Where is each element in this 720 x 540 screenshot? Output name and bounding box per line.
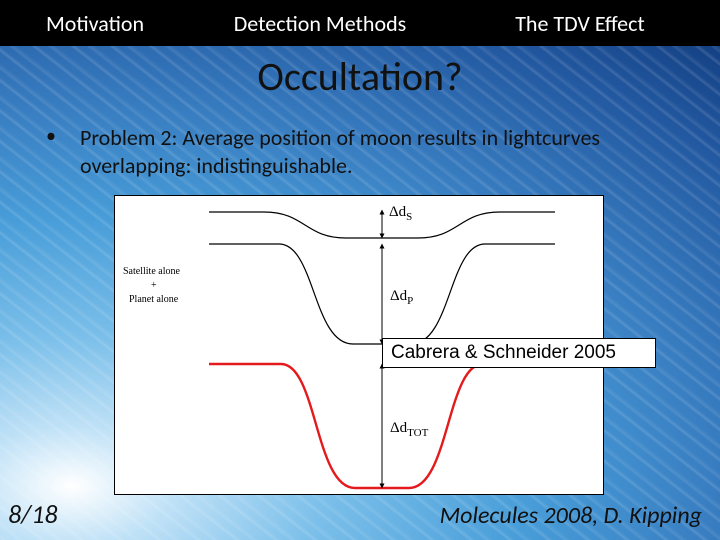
nav-tab-detection[interactable]: Detection Methods [190, 10, 450, 37]
slide-title: Occultation? [0, 52, 720, 101]
section-navbar: Motivation Detection Methods The TDV Eff… [0, 0, 720, 46]
figure-citation: Cabrera & Schneider 2005 [382, 338, 656, 368]
label-ddp: ΔdP [390, 288, 413, 307]
nav-tab-tdv[interactable]: The TDV Effect [460, 10, 700, 37]
label-plus: + [151, 280, 157, 291]
label-planet-alone: Planet alone [129, 294, 179, 305]
label-satellite-alone: Satellite alone [123, 266, 180, 277]
page-number: 8/18 [8, 498, 58, 530]
label-ddtot: ΔdTOT [390, 420, 429, 439]
bullet-text: Problem 2: Average position of moon resu… [80, 124, 676, 179]
label-dds: ΔdS [389, 204, 412, 223]
bullet-item: • Problem 2: Average position of moon re… [46, 124, 676, 179]
nav-tab-motivation[interactable]: Motivation [10, 10, 180, 37]
bullet-marker: • [46, 124, 80, 179]
slide: Motivation Detection Methods The TDV Eff… [0, 0, 720, 540]
footer-credit: Molecules 2008, D. Kipping [440, 501, 702, 530]
